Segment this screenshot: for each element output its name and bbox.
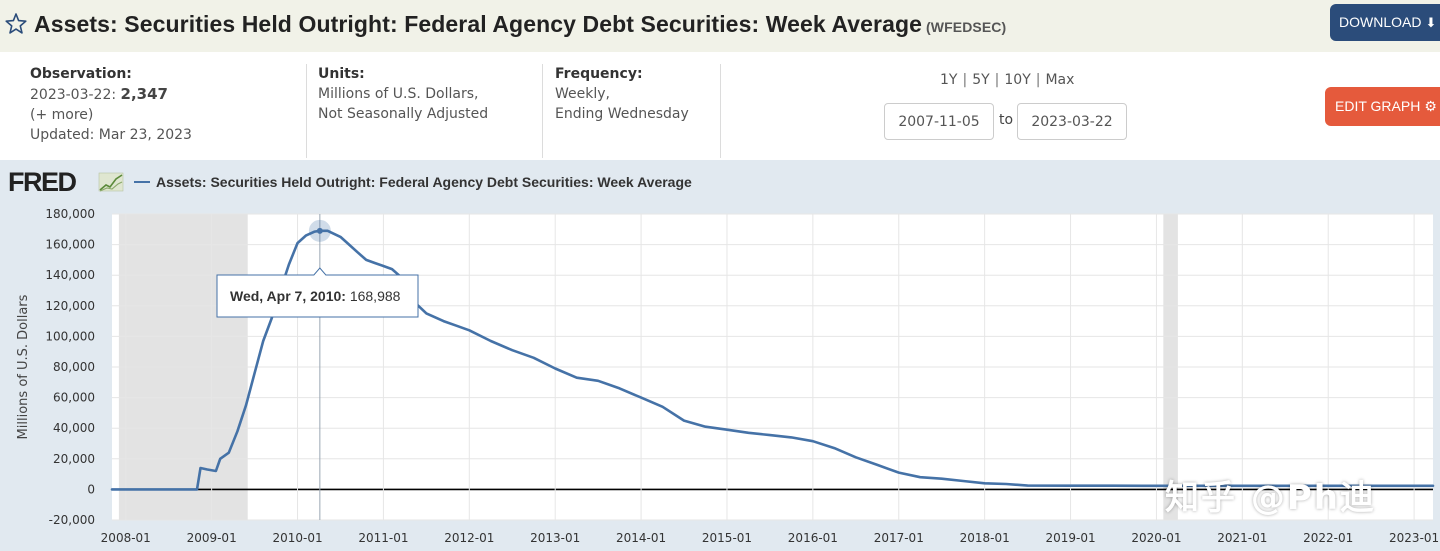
edit-graph-label: EDIT GRAPH <box>1335 98 1421 114</box>
range-selector: 1Y | 5Y | 10Y | Max <box>940 72 1074 88</box>
y-tick-label: 20,000 <box>53 452 95 466</box>
divider <box>542 64 543 158</box>
tooltip-value: 168,988 <box>350 288 401 304</box>
fred-logo-icon <box>98 172 124 192</box>
units-block: Units: Millions of U.S. Dollars, Not Sea… <box>318 64 488 124</box>
title-bar: Assets: Securities Held Outright: Federa… <box>0 0 1440 52</box>
frequency-line1: Weekly, <box>555 86 610 102</box>
divider <box>720 64 721 158</box>
x-tick-label: 2013-01 <box>530 531 580 545</box>
y-tick-label: 140,000 <box>45 268 95 282</box>
y-axis-label: Millions of U.S. Dollars <box>16 294 31 439</box>
x-tick-label: 2010-01 <box>272 531 322 545</box>
units-line2: Not Seasonally Adjusted <box>318 106 489 122</box>
observation-date: 2023-03-22: <box>30 87 117 103</box>
range-1y[interactable]: 1Y <box>940 72 958 88</box>
start-date-input[interactable] <box>884 103 994 140</box>
series-title: Assets: Securities Held Outright: Federa… <box>34 11 923 37</box>
logo-icon-line <box>99 181 123 192</box>
observation-value: 2,347 <box>120 85 168 103</box>
units-line1: Millions of U.S. Dollars, <box>318 86 479 102</box>
y-tick-label: 180,000 <box>45 207 95 221</box>
x-tick-label: 2015-01 <box>702 531 752 545</box>
x-tick-label: 2023-01 <box>1389 531 1439 545</box>
frequency-block: Frequency: Weekly, Ending Wednesday <box>555 64 689 124</box>
watermark: 知乎 @Ph迪 <box>1165 478 1376 518</box>
page-title: Assets: Securities Held Outright: Federa… <box>34 11 1006 38</box>
range-separator: | <box>962 72 968 88</box>
divider <box>306 64 307 158</box>
legend-label: Assets: Securities Held Outright: Federa… <box>156 174 692 190</box>
observation-label: Observation: <box>30 66 132 82</box>
end-date-input[interactable] <box>1017 103 1127 140</box>
y-tick-label: 40,000 <box>53 421 95 435</box>
x-tick-label: 2012-01 <box>444 531 494 545</box>
fred-logo: FRED <box>8 167 77 197</box>
x-tick-label: 2016-01 <box>788 531 838 545</box>
series-id: (WFEDSEC) <box>926 19 1007 35</box>
x-tick-label: 2014-01 <box>616 531 666 545</box>
x-tick-label: 2018-01 <box>960 531 1010 545</box>
gear-icon: ⚙ <box>1424 98 1437 114</box>
download-button[interactable]: DOWNLOAD ⬇ <box>1330 4 1440 41</box>
x-tick-label: 2021-01 <box>1217 531 1267 545</box>
frequency-line2: Ending Wednesday <box>555 106 689 122</box>
updated-text: Updated: Mar 23, 2023 <box>30 127 192 143</box>
y-tick-label: 80,000 <box>53 360 95 374</box>
range-max[interactable]: Max <box>1045 72 1075 88</box>
tooltip: Wed, Apr 7, 2010: 168,988 <box>216 267 419 318</box>
chart-svg[interactable]: FRED Assets: Securities Held Outright: Fe… <box>0 160 1440 551</box>
range-separator: | <box>1035 72 1041 88</box>
x-tick-label: 2017-01 <box>874 531 924 545</box>
to-label: to <box>999 112 1014 128</box>
y-tick-label: 60,000 <box>53 391 95 405</box>
edit-graph-button[interactable]: EDIT GRAPH ⚙ <box>1325 87 1440 126</box>
x-tick-label: 2020-01 <box>1131 531 1181 545</box>
x-tick-label: 2011-01 <box>358 531 408 545</box>
frequency-label: Frequency: <box>555 66 643 82</box>
range-5y[interactable]: 5Y <box>972 72 990 88</box>
units-label: Units: <box>318 66 365 82</box>
download-label: DOWNLOAD <box>1339 14 1422 30</box>
y-tick-label: 160,000 <box>45 238 95 252</box>
tooltip-text: Wed, Apr 7, 2010: 168,988 <box>230 288 401 304</box>
observation-block: Observation: 2023-03-22: 2,347 (+ more) … <box>30 64 192 145</box>
more-link[interactable]: (+ more) <box>30 107 94 123</box>
download-icon: ⬇ <box>1425 15 1437 30</box>
x-tick-label: 2008-01 <box>101 531 151 545</box>
range-10y[interactable]: 10Y <box>1004 72 1031 88</box>
x-tick-label: 2022-01 <box>1303 531 1353 545</box>
hover-point <box>316 227 323 234</box>
chart-panel: FRED Assets: Securities Held Outright: Fe… <box>0 160 1440 551</box>
x-tick-label: 2009-01 <box>187 531 237 545</box>
x-tick-label: 2019-01 <box>1045 531 1095 545</box>
y-tick-label: 100,000 <box>45 329 95 343</box>
series-line <box>110 229 1435 491</box>
y-tick-label: 120,000 <box>45 299 95 313</box>
tooltip-date: Wed, Apr 7, 2010: <box>230 288 350 304</box>
y-tick-label: -20,000 <box>49 513 95 527</box>
tooltip-box <box>216 267 419 318</box>
y-tick-label: 0 <box>87 482 95 496</box>
range-separator: | <box>994 72 1000 88</box>
star-icon[interactable] <box>4 12 28 36</box>
logo-icon-line <box>99 174 123 191</box>
